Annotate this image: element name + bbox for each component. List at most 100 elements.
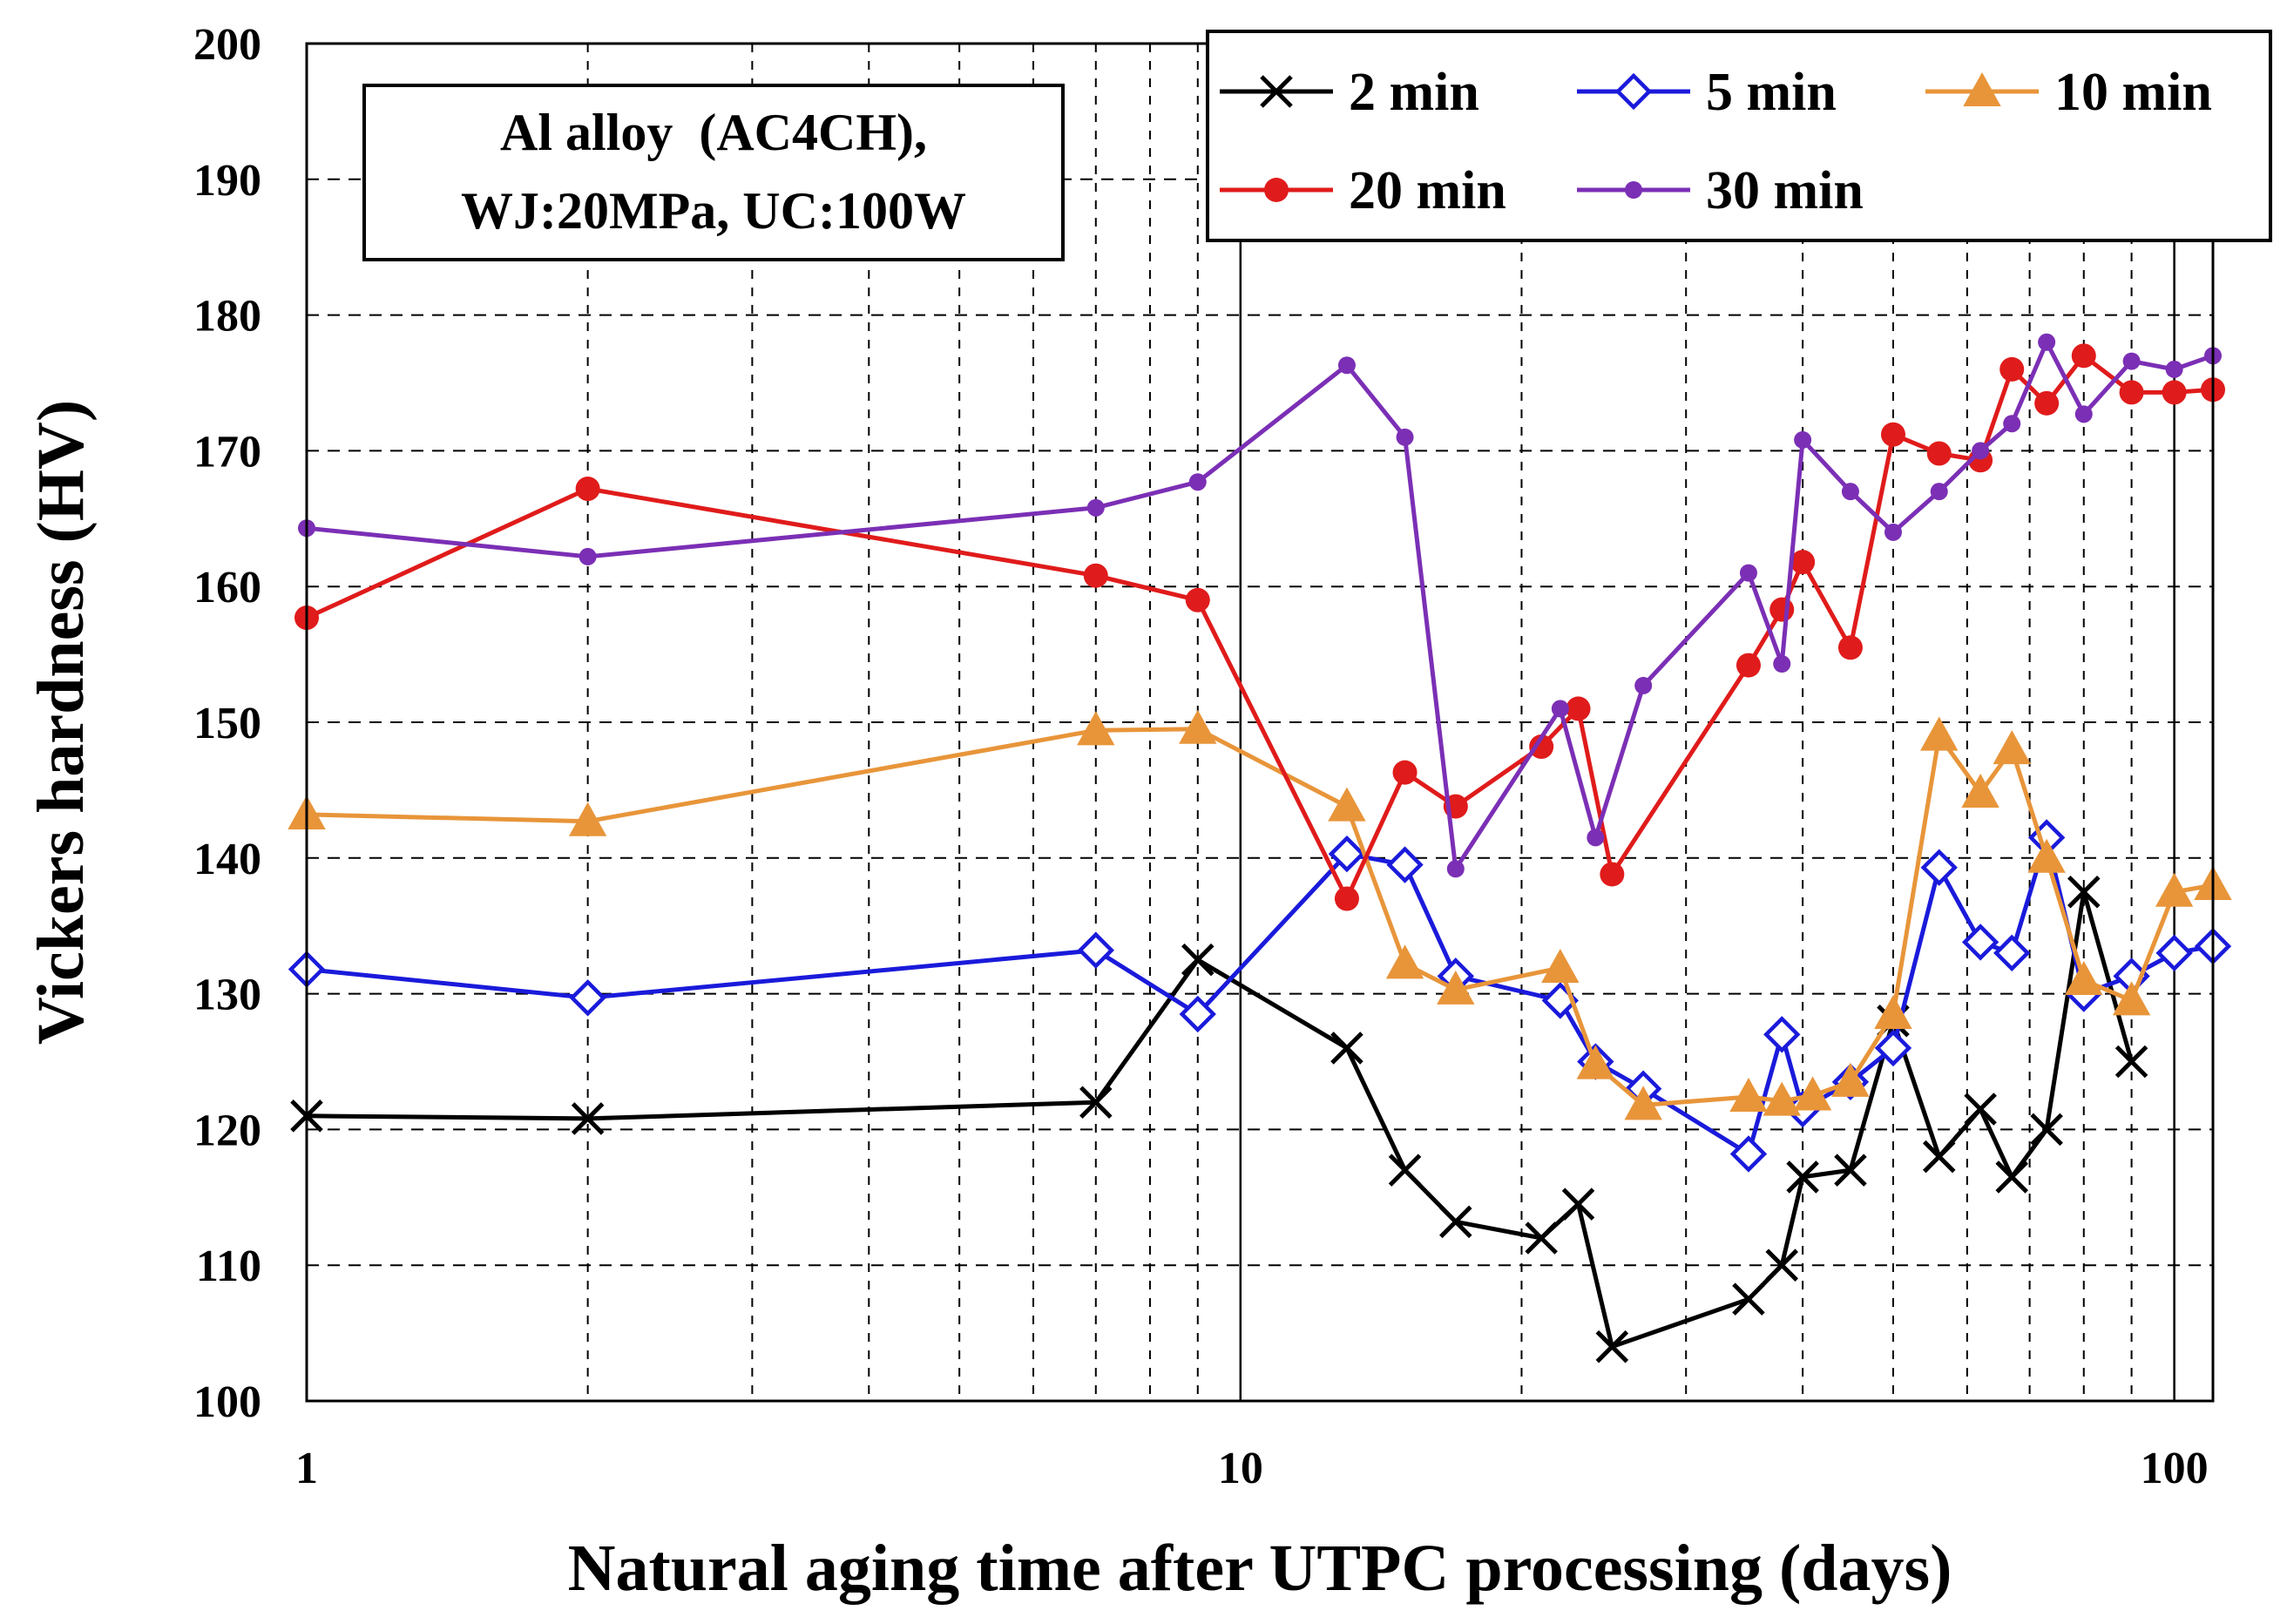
legend-entry-20-min: 20 min <box>1220 161 1506 220</box>
data-point-30-min <box>2003 415 2021 433</box>
annotation-frame <box>362 84 1065 261</box>
y-tick-label: 110 <box>196 1242 261 1291</box>
data-point-20-min <box>1736 653 1761 678</box>
data-point-2-min <box>1995 1160 2028 1194</box>
data-point-20-min <box>1926 441 1952 466</box>
data-point-10-min <box>2155 872 2194 907</box>
x-marker-stroke <box>1260 75 1293 108</box>
x-marker-stroke <box>1595 1330 1629 1363</box>
data-point-30-min <box>1551 700 1569 718</box>
data-point-30-min <box>2165 360 2183 378</box>
legend: 2 min 5 min 10 min 20 min 30 min <box>1206 30 2272 242</box>
data-point-30-min <box>2074 405 2093 423</box>
data-point-2-min <box>1525 1221 1558 1255</box>
data-point-10-min <box>1763 1081 1801 1116</box>
data-point-30-min <box>1587 829 1605 847</box>
legend-label: 20 min <box>1349 161 1506 220</box>
data-point-5-min <box>1920 849 1958 886</box>
y-tick-label: 120 <box>193 1106 261 1155</box>
x-marker-stroke <box>2067 875 2101 909</box>
data-point-5-min <box>1961 924 1999 961</box>
series-2-min <box>290 875 2148 1363</box>
data-point-2-min <box>1595 1330 1629 1363</box>
legend-entry-10-min: 10 min <box>1925 63 2212 122</box>
x-marker-stroke <box>2114 1045 2148 1079</box>
data-point-30-min <box>1086 498 1105 517</box>
series-group <box>288 333 2232 1363</box>
data-point-2-min <box>1561 1188 1595 1221</box>
data-point-30-min <box>1634 676 1653 694</box>
legend-marker <box>1963 71 2001 106</box>
x-marker-stroke <box>1995 1160 2028 1194</box>
data-point-30-min <box>1930 483 1948 501</box>
data-point-2-min <box>1388 1154 1422 1187</box>
legend-label: 30 min <box>1706 161 1864 220</box>
data-point-20-min <box>1999 356 2025 382</box>
data-point-30-min <box>1396 428 1414 446</box>
x-marker-stroke <box>1388 1154 1422 1187</box>
data-point-5-min <box>1328 835 1366 873</box>
data-point-5-min <box>1763 1016 1801 1053</box>
data-point-10-min <box>1831 1062 1870 1097</box>
data-point-2-min <box>1765 1248 1799 1282</box>
data-point-2-min <box>1834 1154 1867 1187</box>
data-point-10-min <box>568 802 607 836</box>
annotation-box: Al alloy (AC4CH), WJ:20MPa, UC:100W <box>362 84 1065 261</box>
data-point-30-min <box>1446 860 1465 878</box>
data-point-20-min <box>1880 422 1905 447</box>
data-point-20-min <box>1566 696 1591 721</box>
data-point-5-min <box>2155 934 2193 972</box>
data-point-10-min <box>1729 1077 1768 1113</box>
y-axis-title: Vickers hardness (HV) <box>24 400 98 1045</box>
data-point-30-min <box>1773 655 1791 673</box>
legend-marker <box>1625 181 1642 199</box>
data-point-10-min <box>1385 944 1424 979</box>
data-point-10-min <box>2065 960 2103 996</box>
y-tick-label: 130 <box>193 971 261 1020</box>
data-point-2-min <box>1439 1205 1472 1239</box>
series-line-2-min <box>306 890 2135 1350</box>
data-point-20-min <box>2119 380 2144 405</box>
data-point-20-min <box>1083 563 1108 588</box>
data-point-10-min <box>1179 709 1217 744</box>
series-10-min <box>288 709 2232 1120</box>
series-line-30-min <box>306 340 2214 871</box>
y-axis-ticks: 100 110 120 130 140 150 160 170 180 190 200 <box>193 20 261 1427</box>
legend-entry-2-min: 2 min <box>1220 63 1479 122</box>
data-point-5-min <box>1729 1135 1768 1173</box>
x-marker-stroke <box>1079 1086 1113 1120</box>
data-point-20-min <box>2162 380 2187 405</box>
data-point-5-min <box>1179 995 1216 1033</box>
annotation-line-1: Al alloy (AC4CH), <box>500 104 927 161</box>
data-point-20-min <box>1769 597 1795 622</box>
data-point-5-min <box>1077 931 1114 969</box>
x-tick-label: 1 <box>295 1444 318 1493</box>
data-point-30-min <box>1841 483 1859 501</box>
y-tick-label: 200 <box>193 20 261 70</box>
data-point-2-min <box>1181 943 1215 977</box>
x-marker-stroke <box>1834 1154 1867 1187</box>
data-point-10-min <box>1541 948 1580 983</box>
data-point-2-min <box>1922 1140 1956 1174</box>
data-point-20-min <box>1600 862 1625 887</box>
data-point-10-min <box>2027 838 2066 873</box>
data-point-5-min <box>1993 934 2031 972</box>
data-point-2-min <box>1964 1093 1997 1126</box>
data-point-10-min <box>1961 773 1999 809</box>
x-tick-label: 10 <box>1218 1444 1263 1493</box>
y-tick-label: 160 <box>193 563 261 612</box>
y-tick-label: 140 <box>193 835 261 884</box>
legend-marker <box>1264 178 1289 202</box>
data-point-20-min <box>2071 343 2096 369</box>
data-point-10-min <box>1328 787 1366 822</box>
data-point-30-min <box>1188 473 1207 491</box>
x-marker-stroke <box>571 1102 605 1135</box>
data-point-2-min <box>1786 1160 1819 1194</box>
x-marker-stroke <box>1181 943 1215 977</box>
data-point-2-min <box>2030 1113 2063 1147</box>
x-marker-stroke <box>2030 1113 2063 1147</box>
data-point-10-min <box>2112 981 2151 1016</box>
x-marker-stroke <box>1786 1160 1819 1194</box>
data-point-30-min <box>2038 333 2056 351</box>
